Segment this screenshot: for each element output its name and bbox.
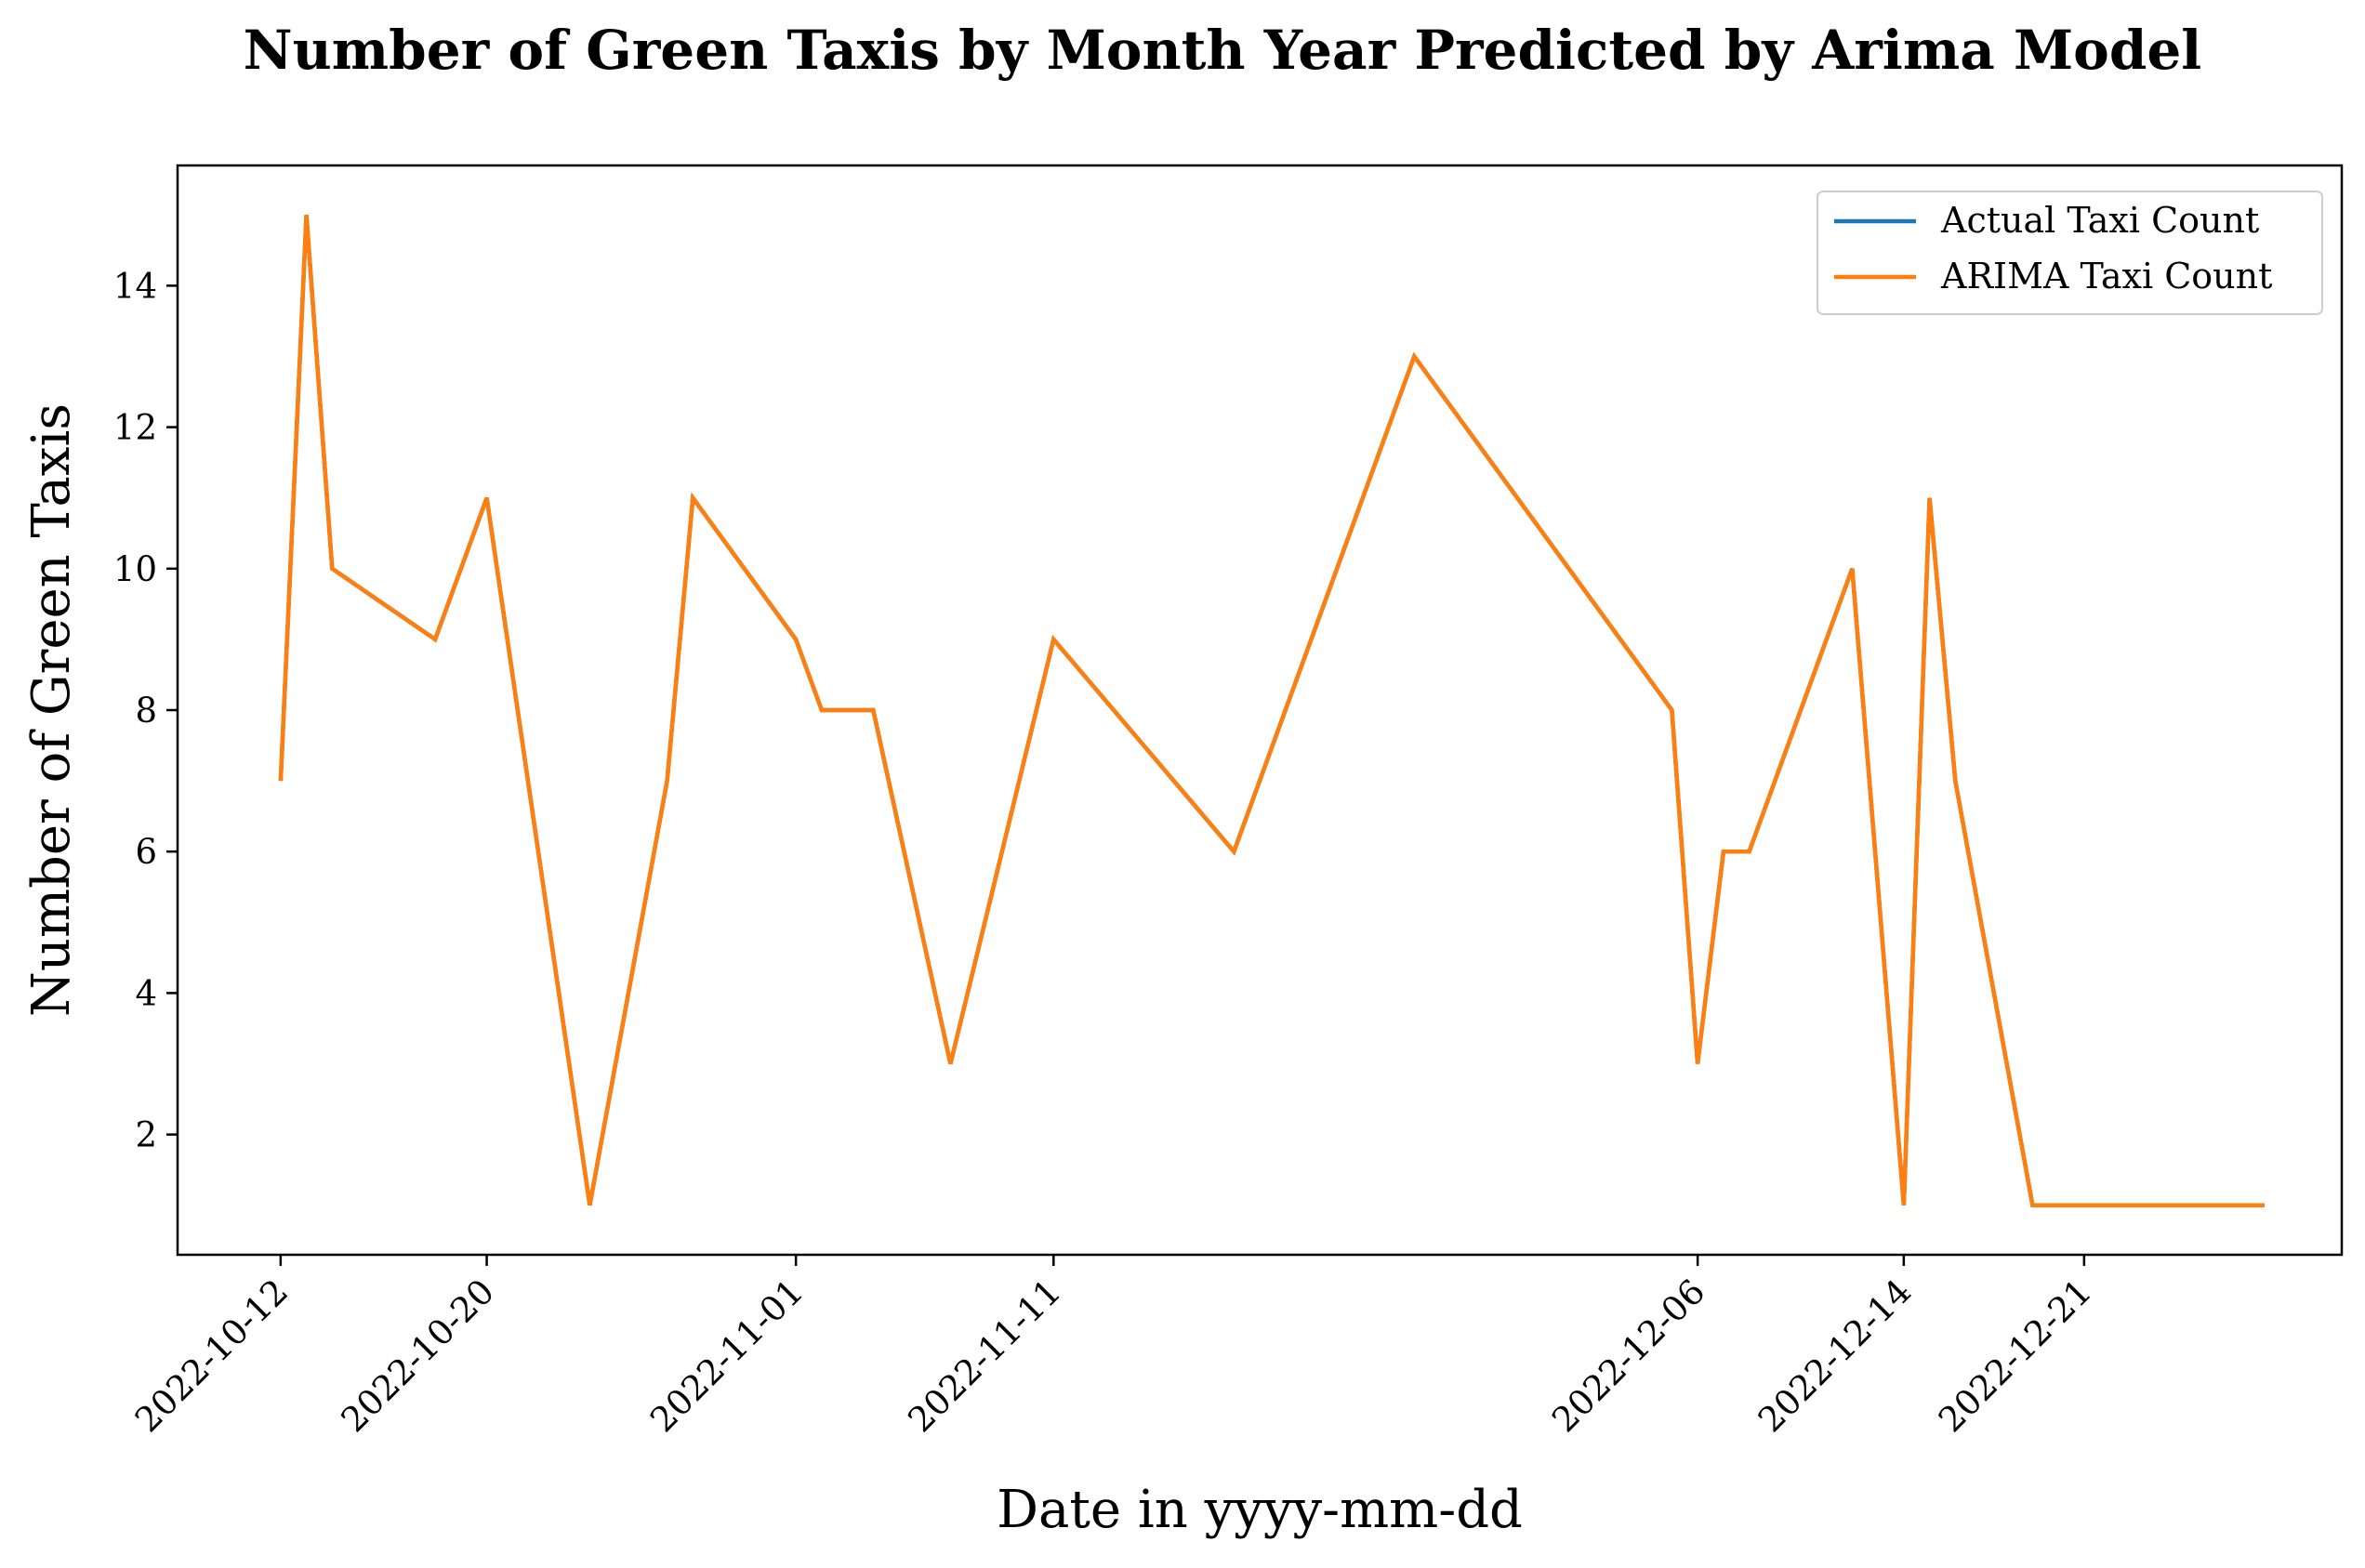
legend: Actual Taxi Count ARIMA Taxi Count [1817, 191, 2323, 315]
x-tick-label: 2022-10-20 [334, 1272, 502, 1440]
x-tick-label: 2022-11-01 [642, 1272, 811, 1440]
y-tick-label: 8 [135, 691, 157, 731]
legend-label-actual: Actual Taxi Count [1940, 200, 2259, 241]
y-tick-label: 10 [113, 549, 157, 589]
series-line-actual [278, 215, 2265, 1207]
y-tick-label: 6 [135, 832, 157, 872]
x-axis: 2022-10-12 2022-10-20 2022-11-01 2022-11-11… [127, 1255, 2099, 1440]
y-tick-label: 14 [113, 266, 157, 306]
y-tick-label: 4 [135, 973, 157, 1013]
x-tick-label: 2022-12-06 [1544, 1272, 1712, 1440]
x-tick-label: 2022-12-14 [1751, 1272, 1919, 1440]
plot-frame [176, 164, 2344, 1257]
series-layer [278, 215, 2265, 1207]
y-tick-label: 2 [135, 1115, 157, 1155]
legend-box [1817, 191, 2323, 315]
chart-title: Number of Green Taxis by Month Year Pred… [244, 19, 2202, 82]
series-line-arima [278, 215, 2265, 1207]
x-tick-label: 2022-10-12 [127, 1272, 296, 1440]
y-tick-label: 12 [113, 408, 157, 448]
x-tick-label: 2022-12-21 [1931, 1272, 2099, 1440]
y-axis: 2 4 6 8 10 12 14 [113, 266, 178, 1155]
x-tick-label: 2022-11-11 [900, 1272, 1068, 1440]
y-axis-label: Number of Green Taxis [21, 403, 82, 1017]
legend-label-arima: ARIMA Taxi Count [1940, 256, 2272, 296]
x-axis-label: Date in yyyy-mm-dd [997, 1480, 1523, 1540]
